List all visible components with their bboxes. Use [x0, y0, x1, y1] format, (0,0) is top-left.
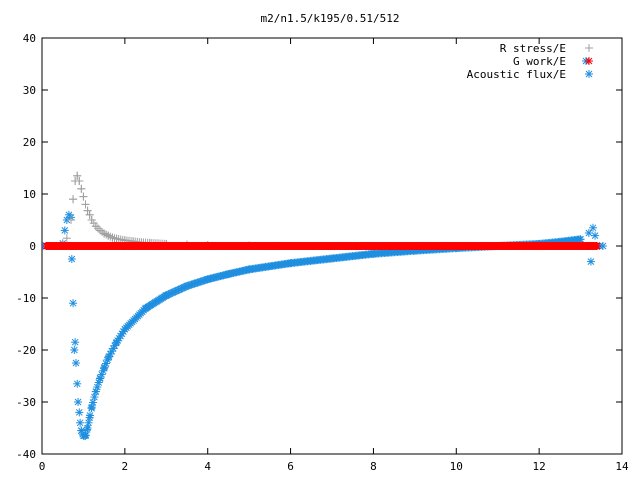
y-tick-label: -30	[16, 396, 36, 409]
acoustic-flux-point	[84, 418, 93, 427]
r-stress-point	[102, 230, 111, 239]
acoustic-flux-point	[120, 325, 129, 334]
acoustic-flux-point	[328, 254, 336, 263]
acoustic-flux-point	[141, 304, 150, 313]
acoustic-flux-point	[70, 346, 79, 354]
acoustic-flux-point	[112, 338, 121, 347]
y-tick-label: 40	[23, 32, 36, 45]
x-tick-label: 10	[450, 460, 463, 473]
r-stress-point	[96, 226, 104, 235]
acoustic-flux-point	[576, 235, 585, 244]
acoustic-flux-point	[81, 431, 90, 440]
r-stress-point	[73, 171, 82, 180]
x-tick-label: 4	[204, 460, 211, 473]
legend-label: R stress/E	[500, 42, 566, 55]
g-work-point	[593, 242, 602, 250]
legend-marker	[585, 70, 593, 78]
chart-title: m2/n1.5/k195/0.51/512	[260, 12, 399, 25]
acoustic-flux-point	[75, 408, 84, 417]
acoustic-flux-point	[67, 255, 76, 263]
r-stress-point	[104, 231, 113, 240]
r-stress-point	[67, 216, 75, 224]
r-stress-point	[110, 234, 119, 243]
acoustic-flux-point	[94, 378, 103, 387]
acoustic-flux-point	[83, 424, 92, 432]
y-tick-label: -20	[16, 344, 36, 357]
y-tick-label: 30	[23, 84, 36, 97]
r-stress-point	[85, 210, 94, 219]
r-stress-point	[62, 234, 71, 243]
r-stress-point	[98, 227, 107, 236]
acoustic-flux-point	[85, 413, 94, 422]
acoustic-flux-point	[73, 379, 82, 388]
r-stress-point	[106, 232, 115, 241]
acoustic-flux-point	[586, 257, 595, 266]
series-r-stress	[58, 171, 597, 250]
acoustic-flux-point	[69, 299, 78, 308]
y-tick-label: 10	[23, 188, 36, 201]
y-tick-label: -10	[16, 292, 36, 305]
acoustic-flux-point	[584, 229, 593, 237]
acoustic-flux-point	[60, 226, 69, 235]
series-layer	[42, 171, 607, 440]
r-stress-point	[83, 206, 92, 215]
r-stress-point	[81, 200, 90, 209]
baseline-point	[598, 242, 607, 250]
legend-marker	[585, 57, 593, 65]
y-tick-label: 20	[23, 136, 36, 149]
acoustic-flux-point	[90, 393, 99, 402]
r-stress-point	[79, 192, 88, 201]
acoustic-flux-point	[369, 249, 378, 258]
acoustic-flux-point	[203, 275, 212, 284]
acoustic-flux-point	[76, 418, 85, 427]
r-stress-point	[75, 177, 84, 185]
x-tick-label: 12	[533, 460, 546, 473]
x-tick-label: 8	[370, 460, 377, 473]
x-tick-label: 14	[615, 460, 629, 473]
r-stress-point	[87, 216, 96, 224]
acoustic-flux-point	[71, 338, 80, 347]
acoustic-flux-point	[589, 223, 597, 232]
acoustic-flux-point	[96, 374, 104, 383]
legend-label: G work/E	[513, 55, 566, 68]
acoustic-flux-point	[87, 403, 96, 412]
y-tick-label: 0	[29, 240, 36, 253]
y-tick-label: -40	[16, 448, 36, 461]
r-stress-point	[112, 234, 121, 243]
r-stress-point	[100, 229, 109, 238]
acoustic-flux-point	[100, 364, 109, 373]
r-stress-point	[77, 184, 86, 193]
legend-marker	[585, 44, 593, 52]
legend-label: Acoustic flux/E	[467, 68, 566, 81]
x-tick-label: 6	[287, 460, 294, 473]
series-g-work	[42, 242, 602, 250]
acoustic-flux-point	[591, 231, 600, 240]
acoustic-flux-point	[71, 359, 80, 367]
x-tick-label: 0	[39, 460, 46, 473]
r-stress-point	[108, 233, 117, 242]
acoustic-flux-point	[104, 353, 113, 362]
acoustic-flux-point	[162, 291, 171, 300]
acoustic-flux-point	[91, 387, 100, 396]
acoustic-flux-point	[183, 282, 191, 291]
acoustic-flux-point	[286, 259, 295, 268]
acoustic-flux-point	[245, 265, 254, 274]
acoustic-flux-point	[224, 270, 233, 279]
r-stress-point	[93, 224, 102, 233]
acoustic-flux-point	[74, 398, 83, 406]
x-tick-label: 2	[122, 460, 129, 473]
axes: 0 2 4 6 8 10 12 14 40 30 20 10 0 -10 -20 -30 -40	[16, 32, 629, 473]
r-stress-point	[91, 222, 100, 231]
r-stress-point	[69, 195, 78, 204]
